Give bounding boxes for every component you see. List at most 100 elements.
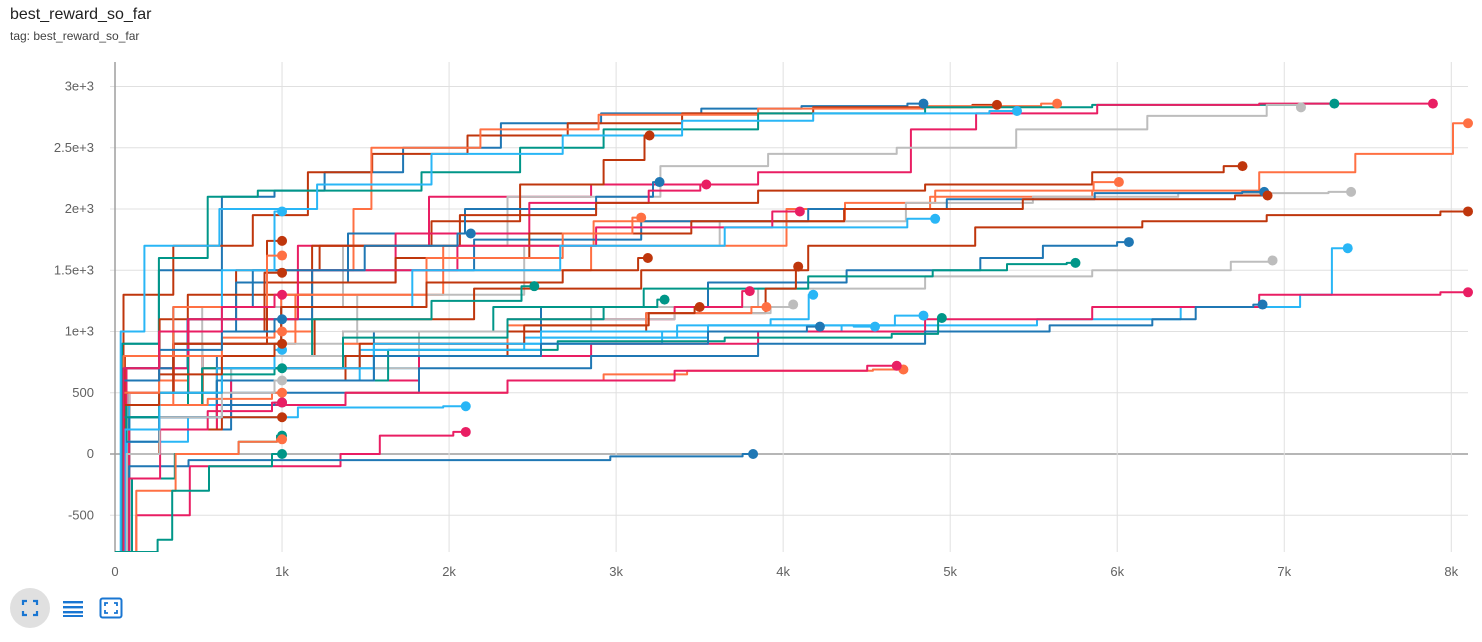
- series-end-marker[interactable]: [891, 360, 902, 371]
- series-line[interactable]: [115, 416, 282, 552]
- series-line[interactable]: [115, 181, 1119, 552]
- series-end-marker[interactable]: [644, 130, 655, 141]
- series-end-marker[interactable]: [701, 179, 712, 190]
- series-end-marker[interactable]: [918, 98, 929, 109]
- series-lines[interactable]: [115, 102, 1468, 553]
- series-end-marker[interactable]: [1463, 287, 1473, 298]
- series-end-marker[interactable]: [930, 213, 941, 224]
- series-end-marker[interactable]: [748, 449, 759, 459]
- series-end-marker[interactable]: [814, 321, 825, 332]
- series-line[interactable]: [115, 293, 282, 552]
- series-end-marker[interactable]: [465, 228, 476, 239]
- x-tick-label: 2k: [442, 564, 456, 579]
- series-end-marker[interactable]: [1342, 243, 1353, 254]
- toggle-log-scale-button[interactable]: [58, 588, 88, 628]
- fit-domain-button[interactable]: [10, 588, 50, 628]
- series-end-marker[interactable]: [277, 235, 288, 246]
- series-end-marker[interactable]: [529, 281, 540, 292]
- series-end-marker[interactable]: [277, 412, 288, 423]
- series-line[interactable]: [115, 259, 1273, 552]
- series-line[interactable]: [115, 325, 820, 552]
- series-end-marker[interactable]: [793, 261, 804, 272]
- series-line[interactable]: [115, 318, 282, 552]
- series-line[interactable]: [115, 210, 282, 553]
- series-end-marker[interactable]: [460, 401, 471, 412]
- series-end-marker[interactable]: [1052, 98, 1063, 109]
- series-end-marker[interactable]: [1463, 118, 1473, 129]
- series-line[interactable]: [115, 401, 282, 552]
- series-end-marker[interactable]: [277, 206, 288, 217]
- line-chart[interactable]: -500 0 500 1e+3 1.5e+3 2e+3 2.5e+3 3e+3 0 1k 2k 3k…: [0, 0, 1482, 580]
- series-end-marker[interactable]: [761, 302, 772, 312]
- series-line[interactable]: [115, 348, 282, 552]
- series-line[interactable]: [115, 314, 924, 552]
- series-end-marker[interactable]: [277, 387, 288, 398]
- series-line[interactable]: [115, 102, 1058, 552]
- series-end-marker[interactable]: [1113, 177, 1124, 188]
- series-end-marker[interactable]: [1123, 237, 1134, 248]
- y-tick-label: 1.5e+3: [54, 262, 94, 277]
- series-line[interactable]: [115, 165, 1243, 552]
- series-end-marker[interactable]: [808, 289, 819, 300]
- expand-button[interactable]: [96, 588, 126, 628]
- series-end-marker[interactable]: [1329, 98, 1340, 109]
- series-line[interactable]: [115, 271, 282, 552]
- series-end-marker[interactable]: [460, 426, 471, 437]
- series-end-marker[interactable]: [918, 310, 929, 321]
- series-end-marker[interactable]: [1346, 186, 1357, 197]
- series-line[interactable]: [115, 247, 1348, 552]
- series-end-marker[interactable]: [991, 99, 1002, 110]
- series-line[interactable]: [115, 430, 466, 552]
- series-line[interactable]: [115, 216, 642, 552]
- series-line[interactable]: [115, 285, 535, 552]
- series-end-markers[interactable]: [277, 98, 1473, 459]
- series-line[interactable]: [115, 194, 1268, 553]
- series-end-marker[interactable]: [1237, 161, 1248, 172]
- series-end-marker[interactable]: [870, 321, 881, 332]
- series-line[interactable]: [115, 438, 282, 552]
- series-line[interactable]: [115, 324, 875, 552]
- series-end-marker[interactable]: [1012, 106, 1023, 116]
- y-tick-label: 0: [87, 446, 94, 461]
- series-line[interactable]: [115, 379, 282, 553]
- series-end-marker[interactable]: [277, 267, 288, 278]
- series-line[interactable]: [115, 102, 1335, 552]
- series-end-marker[interactable]: [1262, 190, 1273, 201]
- series-end-marker[interactable]: [654, 177, 665, 188]
- series-end-marker[interactable]: [1070, 257, 1081, 268]
- series-end-marker[interactable]: [277, 314, 288, 325]
- series-line[interactable]: [115, 401, 282, 552]
- series-end-marker[interactable]: [277, 363, 288, 374]
- series-end-marker[interactable]: [277, 326, 288, 337]
- series-end-marker[interactable]: [788, 299, 799, 310]
- x-tick-label: 7k: [1277, 564, 1291, 579]
- series-line[interactable]: [115, 453, 754, 552]
- series-end-marker[interactable]: [277, 434, 288, 445]
- series-end-marker[interactable]: [794, 206, 805, 217]
- y-tick-label: 2.5e+3: [54, 140, 94, 155]
- series-end-marker[interactable]: [636, 212, 647, 223]
- series-end-marker[interactable]: [1295, 102, 1306, 113]
- series-end-marker[interactable]: [277, 375, 288, 386]
- series-line[interactable]: [115, 110, 1017, 552]
- series-end-marker[interactable]: [1463, 206, 1473, 217]
- series-end-marker[interactable]: [277, 397, 288, 408]
- series-line[interactable]: [115, 453, 282, 552]
- series-end-marker[interactable]: [936, 313, 947, 324]
- series-end-marker[interactable]: [694, 302, 705, 312]
- series-end-marker[interactable]: [642, 253, 653, 263]
- chart-title: best_reward_so_far: [10, 6, 152, 23]
- series-end-marker[interactable]: [277, 338, 288, 349]
- series-end-marker[interactable]: [744, 286, 755, 297]
- series-line[interactable]: [115, 290, 750, 552]
- series-end-marker[interactable]: [1267, 255, 1278, 266]
- series-end-marker[interactable]: [277, 449, 288, 459]
- series-line[interactable]: [115, 239, 282, 552]
- series-end-marker[interactable]: [277, 250, 288, 261]
- series-line[interactable]: [115, 254, 282, 552]
- series-line[interactable]: [115, 317, 942, 552]
- series-end-marker[interactable]: [659, 294, 670, 305]
- series-end-marker[interactable]: [1257, 299, 1268, 310]
- series-end-marker[interactable]: [1427, 98, 1438, 109]
- series-end-marker[interactable]: [277, 289, 288, 300]
